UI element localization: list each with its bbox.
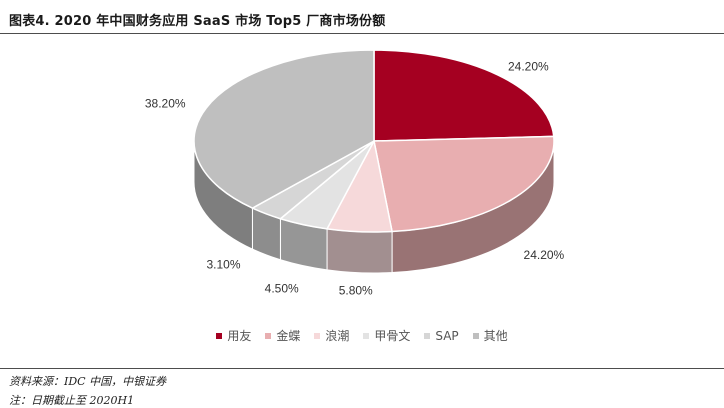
legend-swatch-0 (216, 332, 223, 339)
legend-item-5: 其他 (472, 327, 508, 344)
chart-legend: 用友 金蝶 浪潮 甲骨文 SAP 其他 (0, 327, 724, 344)
legend-label-1: 金蝶 (276, 329, 301, 343)
legend-item-1: 金蝶 (265, 327, 300, 344)
legend-swatch-2 (314, 332, 321, 339)
legend-swatch-3 (363, 332, 370, 339)
data-label-3: 4.50% (265, 282, 299, 296)
legend-swatch-5 (472, 332, 479, 339)
data-label-4: 3.10% (206, 257, 240, 271)
source-note: 资料来源：IDC 中国，中银证券 (9, 375, 167, 388)
data-label-2: 5.80% (339, 284, 373, 298)
legend-label-0: 用友 (227, 329, 252, 343)
legend-swatch-4 (424, 332, 431, 339)
pie-slice-1 (373, 135, 555, 233)
data-label-1: 24.20% (524, 248, 565, 262)
legend-label-4: SAP (435, 328, 459, 343)
data-label-0: 24.20% (508, 59, 549, 73)
footer-divider (0, 368, 724, 369)
legend-label-3: 甲骨文 (374, 329, 411, 343)
legend-item-0: 用友 (216, 327, 251, 344)
legend-label-5: 其他 (483, 329, 508, 343)
chart-title: 图表4. 2020 年中国财务应用 SaaS 市场 Top5 厂商市场份额 (9, 14, 386, 29)
legend-label-2: 浪潮 (325, 329, 350, 343)
pie-wall-2 (326, 228, 393, 274)
header-divider (0, 33, 724, 34)
pie-slice-5 (193, 49, 375, 209)
pie-chart: 24.20% 24.20% 5.80% 4.50% 3.10% 38.20% (145, 49, 565, 298)
legend-swatch-1 (265, 332, 272, 339)
pie-slice-0 (373, 49, 555, 142)
legend-item-4: SAP (424, 327, 459, 344)
date-note: 注：日期截止至 2020H1 (9, 394, 135, 407)
data-label-5: 38.20% (145, 97, 186, 111)
legend-item-2: 浪潮 (314, 327, 349, 344)
legend-item-3: 甲骨文 (363, 327, 410, 344)
